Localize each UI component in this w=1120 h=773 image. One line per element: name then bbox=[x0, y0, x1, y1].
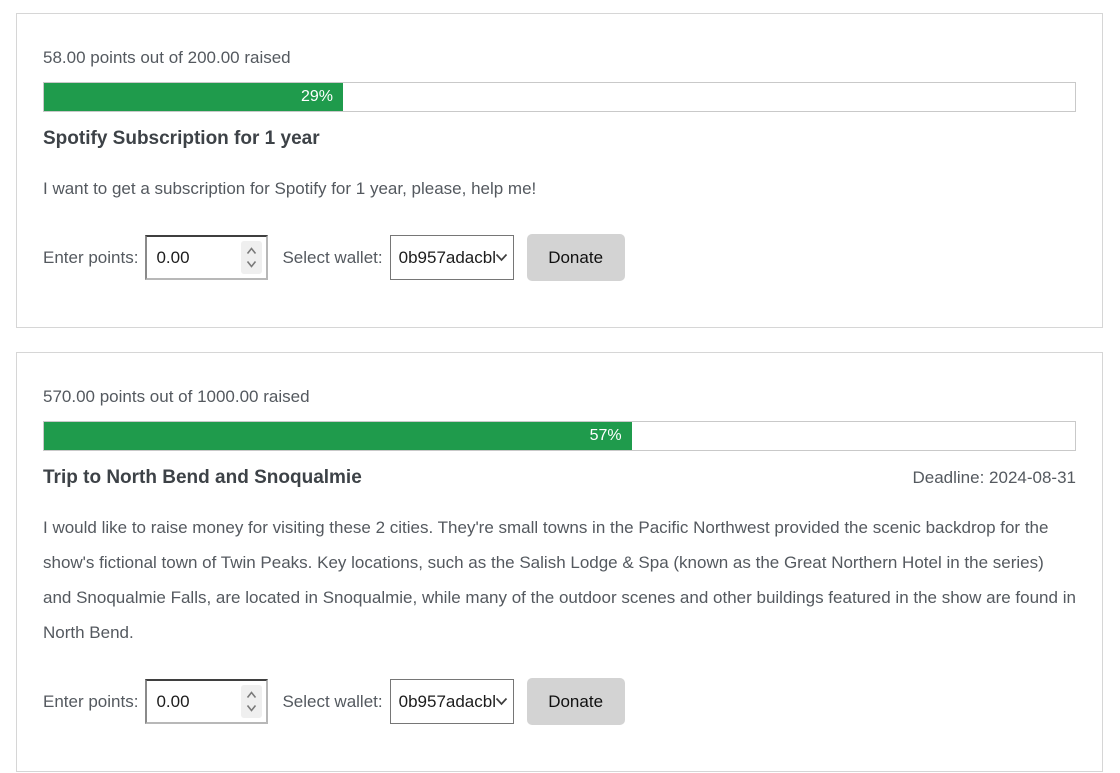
select-wallet-label: Select wallet: bbox=[282, 691, 383, 711]
enter-points-label: Enter points: bbox=[43, 247, 139, 267]
campaign-card-trip: 570.00 points out of 1000.00 raised 57% … bbox=[16, 352, 1103, 772]
select-wallet-label: Select wallet: bbox=[282, 247, 383, 267]
donation-controls: Enter points: Select wallet: 0b957adacbl… bbox=[43, 678, 1076, 725]
points-input-wrap bbox=[145, 235, 269, 280]
progress-bar-fill: 57% bbox=[44, 422, 632, 450]
donation-campaigns-page: 58.00 points out of 200.00 raised 29% Sp… bbox=[0, 13, 1120, 773]
campaign-title-row: Trip to North Bend and Snoqualmie Deadli… bbox=[43, 466, 1076, 490]
number-spinner[interactable] bbox=[241, 241, 263, 274]
enter-points-label: Enter points: bbox=[43, 691, 139, 711]
campaign-deadline: Deadline: 2024-08-31 bbox=[912, 468, 1076, 487]
progress-percent-label: 57% bbox=[589, 427, 622, 444]
donate-button[interactable]: Donate bbox=[526, 234, 625, 281]
donate-button[interactable]: Donate bbox=[526, 678, 625, 725]
campaign-title: Spotify Subscription for 1 year bbox=[43, 128, 320, 149]
spinner-arrows-icon bbox=[247, 691, 257, 712]
points-raised-text: 58.00 points out of 200.00 raised bbox=[43, 48, 291, 67]
progress-bar-fill: 29% bbox=[44, 83, 343, 111]
campaign-description: I would like to raise money for visiting… bbox=[43, 518, 1076, 642]
campaign-description: I want to get a subscription for Spotify… bbox=[43, 179, 537, 198]
progress-bar-track: 29% bbox=[43, 82, 1076, 112]
points-input-wrap bbox=[145, 679, 269, 724]
campaign-card-spotify: 58.00 points out of 200.00 raised 29% Sp… bbox=[16, 13, 1103, 328]
progress-percent-label: 29% bbox=[300, 88, 333, 105]
chevron-down-icon bbox=[495, 253, 507, 262]
wallet-selected-value: 0b957adacbl bbox=[398, 691, 495, 711]
wallet-selected-value: 0b957adacbl bbox=[398, 247, 495, 267]
points-raised-text: 570.00 points out of 1000.00 raised bbox=[43, 387, 310, 406]
campaign-title-row: Spotify Subscription for 1 year bbox=[43, 127, 1076, 151]
donation-controls: Enter points: Select wallet: 0b957adacbl… bbox=[43, 234, 1076, 281]
number-spinner[interactable] bbox=[241, 685, 263, 718]
campaign-title: Trip to North Bend and Snoqualmie bbox=[43, 467, 362, 488]
progress-bar-track: 57% bbox=[43, 421, 1076, 451]
wallet-select[interactable]: 0b957adacbl bbox=[389, 235, 514, 280]
wallet-select[interactable]: 0b957adacbl bbox=[389, 679, 514, 724]
spinner-arrows-icon bbox=[247, 247, 257, 268]
chevron-down-icon bbox=[495, 697, 507, 706]
